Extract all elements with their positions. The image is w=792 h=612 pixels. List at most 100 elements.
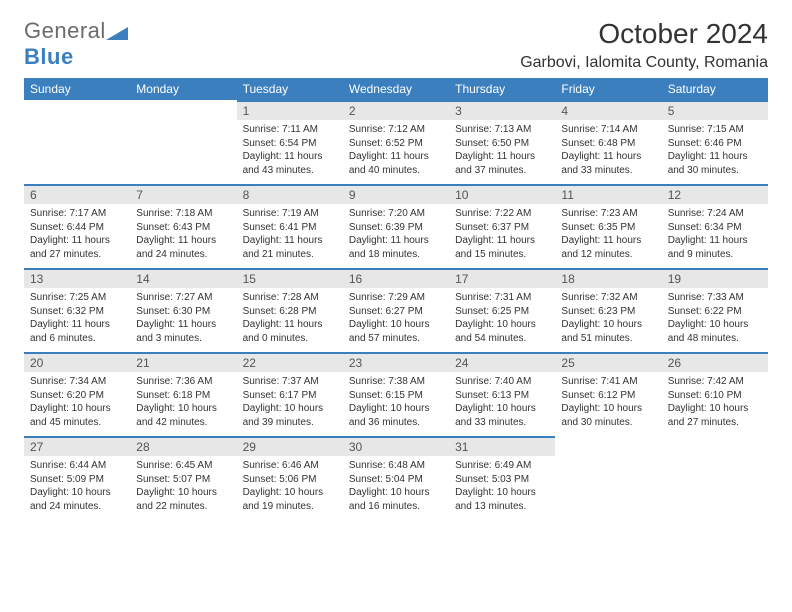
sunset-text: Sunset: 6:23 PM: [561, 305, 655, 319]
daylight-text: Daylight: 11 hours and 18 minutes.: [349, 234, 443, 261]
sunrise-text: Sunrise: 7:41 AM: [561, 375, 655, 389]
calendar-day-cell: 7Sunrise: 7:18 AMSunset: 6:43 PMDaylight…: [130, 184, 236, 268]
day-number: 3: [449, 100, 555, 120]
day-number: 6: [24, 184, 130, 204]
sunset-text: Sunset: 6:25 PM: [455, 305, 549, 319]
sunrise-text: Sunrise: 7:32 AM: [561, 291, 655, 305]
day-data: Sunrise: 6:49 AMSunset: 5:03 PMDaylight:…: [449, 456, 555, 517]
daylight-text: Daylight: 11 hours and 6 minutes.: [30, 318, 124, 345]
sunrise-text: Sunrise: 7:38 AM: [349, 375, 443, 389]
calendar-day-cell: 30Sunrise: 6:48 AMSunset: 5:04 PMDayligh…: [343, 436, 449, 520]
day-data: Sunrise: 7:18 AMSunset: 6:43 PMDaylight:…: [130, 204, 236, 265]
daylight-text: Daylight: 10 hours and 45 minutes.: [30, 402, 124, 429]
day-data: Sunrise: 6:45 AMSunset: 5:07 PMDaylight:…: [130, 456, 236, 517]
calendar-day-cell: 27Sunrise: 6:44 AMSunset: 5:09 PMDayligh…: [24, 436, 130, 520]
calendar-day-cell: [24, 100, 130, 184]
day-number: 13: [24, 268, 130, 288]
calendar-day-cell: 20Sunrise: 7:34 AMSunset: 6:20 PMDayligh…: [24, 352, 130, 436]
calendar-day-cell: 2Sunrise: 7:12 AMSunset: 6:52 PMDaylight…: [343, 100, 449, 184]
weekday-header: Thursday: [449, 78, 555, 100]
day-data: Sunrise: 7:20 AMSunset: 6:39 PMDaylight:…: [343, 204, 449, 265]
sunset-text: Sunset: 6:41 PM: [243, 221, 337, 235]
calendar-week-row: 20Sunrise: 7:34 AMSunset: 6:20 PMDayligh…: [24, 352, 768, 436]
day-number: 28: [130, 436, 236, 456]
calendar-day-cell: 17Sunrise: 7:31 AMSunset: 6:25 PMDayligh…: [449, 268, 555, 352]
day-number: 30: [343, 436, 449, 456]
sunrise-text: Sunrise: 6:49 AM: [455, 459, 549, 473]
sunset-text: Sunset: 6:48 PM: [561, 137, 655, 151]
sunset-text: Sunset: 5:06 PM: [243, 473, 337, 487]
day-data: Sunrise: 7:13 AMSunset: 6:50 PMDaylight:…: [449, 120, 555, 181]
sunrise-text: Sunrise: 7:25 AM: [30, 291, 124, 305]
day-number: 5: [662, 100, 768, 120]
day-data: Sunrise: 7:31 AMSunset: 6:25 PMDaylight:…: [449, 288, 555, 349]
sunrise-text: Sunrise: 7:12 AM: [349, 123, 443, 137]
daylight-text: Daylight: 10 hours and 39 minutes.: [243, 402, 337, 429]
sunrise-text: Sunrise: 7:36 AM: [136, 375, 230, 389]
daylight-text: Daylight: 11 hours and 9 minutes.: [668, 234, 762, 261]
day-data: Sunrise: 7:38 AMSunset: 6:15 PMDaylight:…: [343, 372, 449, 433]
sunset-text: Sunset: 6:30 PM: [136, 305, 230, 319]
day-data: Sunrise: 6:46 AMSunset: 5:06 PMDaylight:…: [237, 456, 343, 517]
day-number: 25: [555, 352, 661, 372]
day-number: 8: [237, 184, 343, 204]
daylight-text: Daylight: 10 hours and 19 minutes.: [243, 486, 337, 513]
day-number: 19: [662, 268, 768, 288]
logo-text-blue: Blue: [24, 44, 74, 69]
day-data: Sunrise: 7:34 AMSunset: 6:20 PMDaylight:…: [24, 372, 130, 433]
weekday-header-row: Sunday Monday Tuesday Wednesday Thursday…: [24, 78, 768, 100]
day-number: 1: [237, 100, 343, 120]
day-number: 31: [449, 436, 555, 456]
calendar-day-cell: 19Sunrise: 7:33 AMSunset: 6:22 PMDayligh…: [662, 268, 768, 352]
sunset-text: Sunset: 6:52 PM: [349, 137, 443, 151]
sunset-text: Sunset: 6:10 PM: [668, 389, 762, 403]
daylight-text: Daylight: 11 hours and 21 minutes.: [243, 234, 337, 261]
day-number: 17: [449, 268, 555, 288]
calendar-day-cell: 4Sunrise: 7:14 AMSunset: 6:48 PMDaylight…: [555, 100, 661, 184]
header: General Blue October 2024 Garbovi, Ialom…: [24, 18, 768, 72]
sunrise-text: Sunrise: 7:23 AM: [561, 207, 655, 221]
daylight-text: Daylight: 11 hours and 24 minutes.: [136, 234, 230, 261]
sunset-text: Sunset: 6:44 PM: [30, 221, 124, 235]
daylight-text: Daylight: 11 hours and 12 minutes.: [561, 234, 655, 261]
day-data: Sunrise: 7:29 AMSunset: 6:27 PMDaylight:…: [343, 288, 449, 349]
weekday-header: Tuesday: [237, 78, 343, 100]
calendar-day-cell: 9Sunrise: 7:20 AMSunset: 6:39 PMDaylight…: [343, 184, 449, 268]
day-number: 21: [130, 352, 236, 372]
weekday-header: Monday: [130, 78, 236, 100]
calendar-day-cell: [555, 436, 661, 520]
daylight-text: Daylight: 11 hours and 37 minutes.: [455, 150, 549, 177]
sunset-text: Sunset: 6:37 PM: [455, 221, 549, 235]
day-number: 12: [662, 184, 768, 204]
day-number: 27: [24, 436, 130, 456]
day-number: 20: [24, 352, 130, 372]
day-data: Sunrise: 7:40 AMSunset: 6:13 PMDaylight:…: [449, 372, 555, 433]
sunrise-text: Sunrise: 7:37 AM: [243, 375, 337, 389]
calendar-day-cell: 16Sunrise: 7:29 AMSunset: 6:27 PMDayligh…: [343, 268, 449, 352]
day-number: 24: [449, 352, 555, 372]
sunset-text: Sunset: 5:04 PM: [349, 473, 443, 487]
daylight-text: Daylight: 11 hours and 43 minutes.: [243, 150, 337, 177]
day-number: 16: [343, 268, 449, 288]
sunset-text: Sunset: 6:13 PM: [455, 389, 549, 403]
day-data: Sunrise: 7:22 AMSunset: 6:37 PMDaylight:…: [449, 204, 555, 265]
day-data: Sunrise: 7:41 AMSunset: 6:12 PMDaylight:…: [555, 372, 661, 433]
sunset-text: Sunset: 6:27 PM: [349, 305, 443, 319]
calendar-week-row: 13Sunrise: 7:25 AMSunset: 6:32 PMDayligh…: [24, 268, 768, 352]
calendar-week-row: 27Sunrise: 6:44 AMSunset: 5:09 PMDayligh…: [24, 436, 768, 520]
day-number: 7: [130, 184, 236, 204]
sunset-text: Sunset: 6:28 PM: [243, 305, 337, 319]
calendar-day-cell: [662, 436, 768, 520]
sunset-text: Sunset: 6:46 PM: [668, 137, 762, 151]
daylight-text: Daylight: 11 hours and 30 minutes.: [668, 150, 762, 177]
calendar-table: Sunday Monday Tuesday Wednesday Thursday…: [24, 78, 768, 520]
day-number: 15: [237, 268, 343, 288]
sunset-text: Sunset: 6:32 PM: [30, 305, 124, 319]
daylight-text: Daylight: 10 hours and 57 minutes.: [349, 318, 443, 345]
location-subtitle: Garbovi, Ialomita County, Romania: [520, 54, 768, 72]
sunrise-text: Sunrise: 7:19 AM: [243, 207, 337, 221]
day-data: Sunrise: 6:44 AMSunset: 5:09 PMDaylight:…: [24, 456, 130, 517]
day-data: Sunrise: 7:24 AMSunset: 6:34 PMDaylight:…: [662, 204, 768, 265]
sunrise-text: Sunrise: 7:29 AM: [349, 291, 443, 305]
day-data: Sunrise: 7:12 AMSunset: 6:52 PMDaylight:…: [343, 120, 449, 181]
